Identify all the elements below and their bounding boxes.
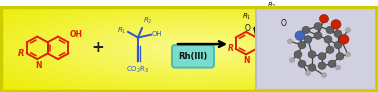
Circle shape — [336, 53, 344, 60]
Circle shape — [334, 41, 342, 49]
Text: R$_1$: R$_1$ — [242, 12, 252, 22]
Circle shape — [336, 65, 341, 70]
Circle shape — [322, 73, 327, 77]
Circle shape — [314, 22, 322, 30]
Circle shape — [318, 53, 326, 60]
Text: O: O — [245, 24, 250, 33]
Circle shape — [345, 52, 350, 57]
Text: CO$_2$R$_3$: CO$_2$R$_3$ — [126, 65, 150, 75]
Circle shape — [295, 31, 305, 40]
Circle shape — [334, 30, 342, 38]
Text: OH: OH — [152, 31, 163, 37]
Circle shape — [308, 51, 316, 58]
Text: O: O — [281, 19, 287, 28]
Circle shape — [339, 35, 349, 44]
Circle shape — [345, 28, 350, 32]
Circle shape — [326, 26, 334, 34]
Circle shape — [302, 26, 310, 34]
Circle shape — [308, 64, 316, 71]
Text: R$_1$: R$_1$ — [118, 26, 127, 36]
Circle shape — [288, 39, 293, 44]
Bar — [256, 7, 376, 90]
Circle shape — [331, 20, 341, 29]
Text: N: N — [35, 61, 42, 70]
Circle shape — [298, 60, 306, 68]
Text: N: N — [244, 56, 250, 65]
Text: OH: OH — [70, 30, 82, 39]
FancyBboxPatch shape — [172, 45, 214, 68]
Circle shape — [319, 15, 328, 23]
Circle shape — [324, 36, 332, 43]
Circle shape — [298, 41, 306, 49]
Text: R$_2$: R$_2$ — [143, 16, 153, 26]
Circle shape — [328, 60, 336, 68]
Circle shape — [314, 32, 322, 39]
Circle shape — [290, 58, 294, 62]
Circle shape — [305, 71, 310, 76]
Text: +: + — [91, 40, 104, 55]
Text: R: R — [18, 49, 25, 58]
Circle shape — [318, 62, 326, 69]
Text: R$_2$: R$_2$ — [266, 1, 276, 11]
Text: R: R — [228, 44, 234, 53]
Circle shape — [304, 36, 312, 43]
Text: Rh(III): Rh(III) — [178, 52, 208, 61]
Circle shape — [294, 51, 302, 58]
Circle shape — [326, 46, 334, 53]
